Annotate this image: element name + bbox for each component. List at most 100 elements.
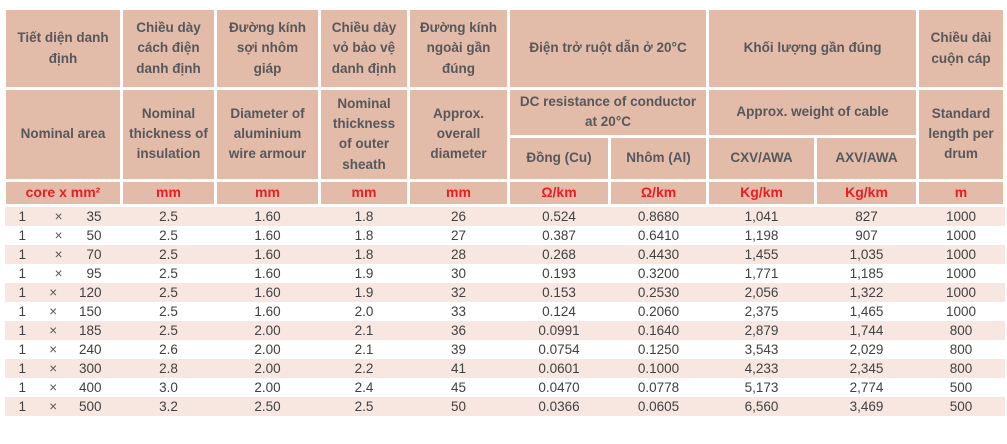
times-sign: × [49,303,58,319]
resistance-copper-cell: 0.524 [542,208,576,224]
overall-diameter-cell: 45 [450,379,467,395]
size-value: 70 [86,246,102,262]
insulation-thickness-cell: 2.5 [159,227,178,243]
table-row: 1 × 50 2.5 1.60 1.8 27 0.387 0.6410 1,198 907 1000 [5,226,1005,245]
sheath-thickness-cell: 1.8 [354,246,374,262]
times-sign: × [54,265,63,281]
header-resistance-en: DC resistance of conductor at 20°C [506,87,710,138]
overall-diameter-cell: 26 [450,208,467,224]
insulation-thickness-cell: 2.5 [159,246,178,262]
weight-cxv-cell: 1,041 [744,208,779,224]
weight-axv-cell: 907 [855,227,878,243]
drum-length-cell: 500 [949,398,973,414]
sheath-thickness-cell: 2.0 [354,303,374,319]
nominal-area-cell: 1 × 35 [5,207,122,226]
subheader-aluminium: Nhôm (Al) [607,134,710,182]
unit-weight-cxv: Kg/km [706,178,818,207]
table-header: Tiết diện danh định Chiều dày cách điện … [3,7,1007,207]
sheath-thickness-cell: 1.9 [354,284,374,300]
overall-diameter-cell: 27 [450,227,467,243]
overall-diameter-cell: 28 [450,246,467,262]
weight-cxv-cell: 6,560 [744,398,779,414]
armour-wire-diameter-cell: 2.00 [254,360,281,376]
cores-count: 1 [18,284,27,300]
sheath-thickness-cell: 1.8 [354,208,374,224]
insulation-thickness-cell: 2.5 [159,322,178,338]
size-value: 35 [86,208,102,224]
resistance-aluminium-cell: 0.3200 [637,265,680,281]
weight-axv-cell: 1,185 [849,265,884,281]
resistance-copper-cell: 0.0601 [538,360,580,376]
size-value: 120 [78,284,102,300]
table-row: 1 × 120 2.5 1.60 1.9 32 0.153 0.2530 2,056 1,322 10… [4,282,1005,302]
unit-length-m: m [916,178,1007,207]
weight-cxv-cell: 2,056 [744,284,779,300]
header-row-units: core x mm² mm mm mm mm Ω/km Ω/km Kg/km K… [3,178,1007,207]
size-value: 185 [78,322,102,338]
cable-spec-table: Tiết diện danh định Chiều dày cách điện … [3,7,1007,416]
armour-wire-diameter-cell: 1.60 [254,208,281,224]
header-nominal-area-vi: Tiết diện danh định [3,7,123,90]
overall-diameter-cell: 41 [450,360,467,376]
overall-diameter-cell: 36 [450,322,467,338]
resistance-aluminium-cell: 0.0778 [637,379,680,395]
armour-wire-diameter-cell: 2.00 [254,341,281,357]
armour-wire-diameter-cell: 2.00 [254,322,281,338]
table-row: 1 × 240 2.6 2.00 2.1 39 0.0754 0.1250 3,543 2,029 8… [5,340,1005,359]
weight-cxv-cell: 3,543 [744,341,779,357]
times-sign: × [54,208,63,224]
weight-cxv-cell: 1,198 [744,227,779,243]
times-sign: × [54,227,63,243]
table-body: 1 × 35 2.5 1.60 1.8 26 0.524 0.8680 1,041 827 1000 1… [4,205,1005,416]
sheath-thickness-cell: 2.4 [354,379,374,395]
armour-wire-diameter-cell: 1.60 [254,227,281,243]
unit-weight-axv: Kg/km [814,178,920,207]
table-row: 1 × 500 3.2 2.50 2.5 50 0.0366 0.0605 6,560 3,469 5… [4,396,1005,416]
resistance-aluminium-cell: 0.1640 [637,322,680,338]
table-row: 1 × 35 2.5 1.60 1.8 26 0.524 0.8680 1,041 827 1000 [4,205,1005,226]
nominal-area-cell: 1 × 400 [5,378,122,397]
header-insulation-vi: Chiều dày cách điện danh định [120,7,217,90]
times-sign: × [54,246,63,262]
resistance-copper-cell: 0.193 [542,265,576,281]
drum-length-cell: 1000 [946,284,977,300]
weight-axv-cell: 827 [855,208,878,224]
armour-wire-diameter-cell: 2.00 [254,379,281,395]
nominal-area-cell: 1 × 240 [5,340,122,359]
resistance-aluminium-cell: 0.2060 [637,303,680,319]
weight-axv-cell: 1,744 [849,322,884,338]
weight-axv-cell: 2,774 [849,379,884,395]
weight-axv-cell: 2,029 [849,341,884,357]
armour-wire-diameter-cell: 1.60 [254,284,281,300]
insulation-thickness-cell: 3.2 [159,398,178,414]
weight-cxv-cell: 5,173 [744,379,779,395]
resistance-aluminium-cell: 0.6410 [637,227,680,243]
sheath-thickness-cell: 2.5 [354,398,374,414]
times-sign: × [49,360,58,376]
times-sign: × [49,398,58,414]
cores-count: 1 [18,265,27,281]
sheath-thickness-cell: 2.1 [354,322,374,338]
resistance-copper-cell: 0.268 [542,246,576,262]
size-value: 500 [78,398,102,414]
nominal-area-cell: 1 × 120 [5,283,122,302]
cores-count: 1 [18,398,27,414]
cores-count: 1 [18,341,27,357]
resistance-copper-cell: 0.0470 [538,379,580,395]
header-diameter-en: Approx. overall diameter [407,87,510,182]
unit-sheath-mm: mm [318,178,410,207]
header-insulation-en: Nominal thickness of insulation [120,87,217,182]
header-weight-vi: Khối lượng gần đúng [706,7,920,90]
sheath-thickness-cell: 1.9 [354,265,374,281]
drum-length-cell: 1000 [946,227,977,243]
weight-cxv-cell: 2,375 [744,303,779,319]
weight-cxv-cell: 4,233 [744,360,779,376]
weight-axv-cell: 1,465 [849,303,884,319]
weight-cxv-cell: 2,879 [744,322,779,338]
nominal-area-cell: 1 × 185 [5,321,122,340]
header-weight-en: Approx. weight of cable [706,87,920,138]
cores-count: 1 [18,360,27,376]
weight-axv-cell: 1,035 [849,246,884,262]
armour-wire-diameter-cell: 1.60 [254,303,281,319]
times-sign: × [49,379,58,395]
